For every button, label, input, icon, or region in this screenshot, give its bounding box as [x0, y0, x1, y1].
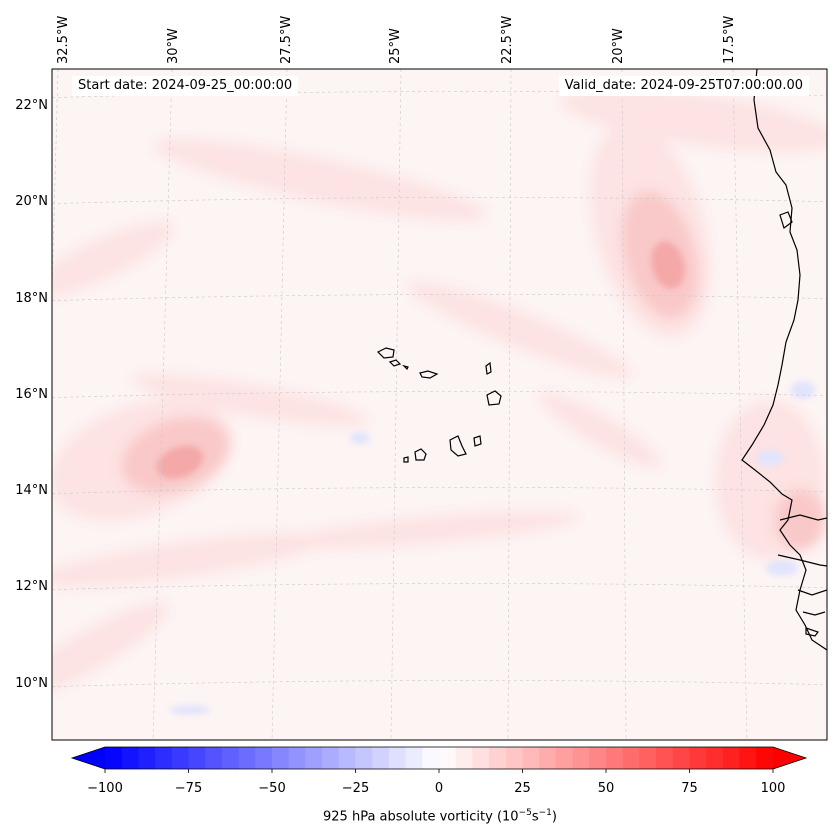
colorbar-cell: [405, 747, 423, 769]
lon-label-25w: 25°W: [388, 28, 403, 64]
colorbar-cell: [706, 747, 724, 769]
colorbar-cell: [756, 747, 774, 769]
colorbar-tick-label: 75: [681, 781, 698, 796]
colorbar-tick-label: −25: [341, 781, 370, 796]
colorbar-cell: [672, 747, 690, 769]
lon-label-27-5w: 27.5°W: [279, 15, 294, 64]
colorbar-cell: [355, 747, 373, 769]
colorbar-tick-label: 50: [597, 781, 615, 796]
lat-label-16n: 16°N: [15, 387, 48, 402]
vorticity-field-light: [52, 87, 827, 699]
colorbar-cell: [422, 747, 440, 769]
map-area: [52, 69, 827, 740]
colorbar-cell: [188, 747, 206, 769]
lat-label-12n: 12°N: [15, 579, 48, 594]
lon-label-17-5w: 17.5°W: [722, 15, 737, 64]
map-frame: [51, 68, 828, 741]
lat-label-14n: 14°N: [15, 483, 48, 498]
colorbar-cell: [272, 747, 290, 769]
colorbar-cell: [656, 747, 674, 769]
lon-label-20w: 20°W: [611, 28, 626, 64]
colorbar-cell: [539, 747, 557, 769]
colorbar-tick-label: 100: [760, 781, 786, 796]
colorbar-cell: [138, 747, 156, 769]
colorbar-cell: [255, 747, 273, 769]
colorbar-tick-label: −100: [87, 781, 123, 796]
colorbar-cell: [238, 747, 256, 769]
colorbar-cell: [439, 747, 457, 769]
lon-label-30w: 30°W: [166, 28, 181, 64]
colorbar-cell: [722, 747, 740, 769]
colorbar-title: 925 hPa absolute vorticity (10−5s−1): [323, 808, 557, 825]
colorbar-cell: [322, 747, 340, 769]
vorticity-field-negative: [170, 381, 815, 715]
colorbar-cell: [205, 747, 223, 769]
lat-label-20n: 20°N: [15, 194, 48, 209]
colorbar-cell: [171, 747, 189, 769]
colorbar-cell: [155, 747, 173, 769]
colorbar-extend-min: [72, 747, 105, 769]
colorbar-cell: [589, 747, 607, 769]
valid-date-label: Valid_date: 2024-09-25T07:00:00.00: [558, 76, 809, 96]
colorbar-cell: [489, 747, 507, 769]
cape-verde-islands: [376, 347, 502, 463]
lat-label-10n: 10°N: [15, 676, 48, 691]
colorbar-cell: [622, 747, 640, 769]
vorticity-field-strong: [156, 241, 685, 479]
colorbar-cell: [689, 747, 707, 769]
colorbar-cell: [221, 747, 239, 769]
colorbar-extend-max: [773, 747, 806, 769]
africa-coastline: [741, 69, 827, 651]
colorbar-cell: [105, 747, 123, 769]
colorbar-cell: [739, 747, 757, 769]
colorbar-tick-label: 0: [434, 781, 444, 796]
lat-label-22n: 22°N: [15, 98, 48, 113]
colorbar-tick-marks: [104, 769, 774, 773]
colorbar-tick-label: −75: [174, 781, 203, 796]
colorbar-cell: [522, 747, 540, 769]
colorbar-cell: [455, 747, 473, 769]
colorbar-cell: [305, 747, 323, 769]
colorbar-cell: [606, 747, 624, 769]
colorbar-cell: [639, 747, 657, 769]
start-date-label: Start date: 2024-09-25_00:00:00: [72, 76, 299, 96]
colorbar-cell: [121, 747, 139, 769]
colorbar-cell: [505, 747, 523, 769]
colorbar-cell: [472, 747, 490, 769]
colorbar-cell: [338, 747, 356, 769]
lon-label-22-5w: 22.5°W: [500, 15, 515, 64]
lon-label-32-5w: 32.5°W: [56, 15, 71, 64]
colorbar-tick-label: −50: [258, 781, 286, 796]
lat-label-18n: 18°N: [15, 291, 48, 306]
colorbar-cell: [288, 747, 306, 769]
colorbar-cell: [572, 747, 590, 769]
colorbar-cell: [372, 747, 390, 769]
colorbar-cell: [388, 747, 406, 769]
colorbar: [105, 747, 774, 769]
colorbar-cell: [555, 747, 573, 769]
colorbar-tick-label: 25: [514, 781, 531, 796]
